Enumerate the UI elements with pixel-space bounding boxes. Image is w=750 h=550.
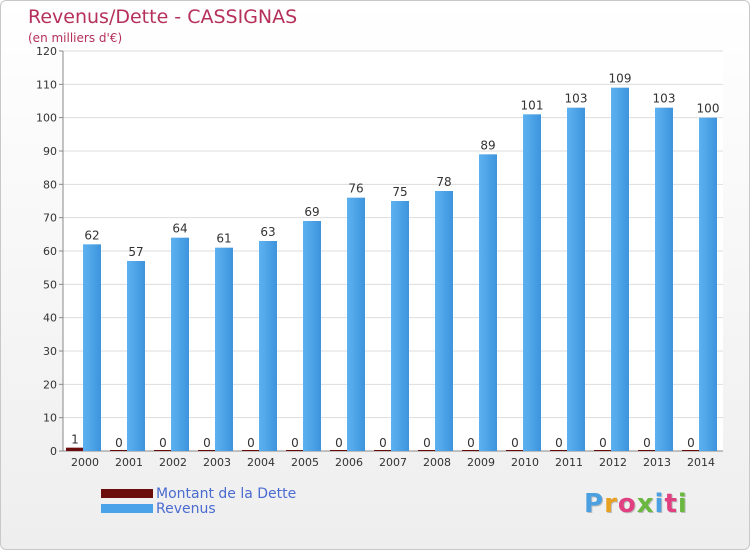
bar-dette <box>638 450 656 451</box>
bar-revenus <box>391 201 409 451</box>
x-tick-label: 2014 <box>687 456 715 469</box>
bar-dette <box>66 447 84 451</box>
bar-revenus <box>127 261 145 451</box>
data-label-dette: 0 <box>291 436 299 450</box>
data-label-revenus: 62 <box>84 228 99 242</box>
data-label-dette: 0 <box>247 436 255 450</box>
y-tick-label: 30 <box>43 345 57 358</box>
x-tick-label: 2009 <box>467 456 495 469</box>
bar-dette <box>330 450 348 451</box>
x-tick-label: 2013 <box>643 456 671 469</box>
bar-dette <box>154 450 172 451</box>
legend-swatch-revenus <box>101 504 153 513</box>
x-tick-label: 2008 <box>423 456 451 469</box>
x-tick-label: 2007 <box>379 456 407 469</box>
data-label-revenus: 101 <box>521 98 544 112</box>
x-tick-label: 2002 <box>159 456 187 469</box>
bar-dette <box>198 450 216 451</box>
data-label-dette: 0 <box>115 436 123 450</box>
data-label-revenus: 100 <box>697 102 720 116</box>
bar-revenus <box>523 114 541 451</box>
data-label-revenus: 78 <box>436 175 451 189</box>
proxiti-logo: Proxiti <box>584 489 688 519</box>
data-label-revenus: 75 <box>392 185 407 199</box>
x-tick-label: 2012 <box>599 456 627 469</box>
data-label-dette: 0 <box>203 436 211 450</box>
data-label-revenus: 109 <box>609 72 632 86</box>
bar-dette <box>462 450 480 451</box>
bar-dette <box>242 450 260 451</box>
x-tick-label: 2003 <box>203 456 231 469</box>
data-label-revenus: 69 <box>304 205 319 219</box>
y-tick-label: 70 <box>43 212 57 225</box>
bar-revenus <box>347 197 365 451</box>
data-label-revenus: 57 <box>128 245 143 259</box>
data-label-revenus: 76 <box>348 182 363 196</box>
bar-dette <box>506 450 524 451</box>
x-tick-label: 2010 <box>511 456 539 469</box>
legend-label-dette: Montant de la Dette <box>156 486 297 502</box>
x-tick-label: 2004 <box>247 456 275 469</box>
data-label-dette: 0 <box>467 436 475 450</box>
data-label-dette: 0 <box>643 436 651 450</box>
bar-revenus <box>479 154 497 452</box>
data-label-dette: 0 <box>423 436 431 450</box>
x-tick-label: 2000 <box>71 456 99 469</box>
bar-dette <box>286 450 304 451</box>
data-label-dette: 0 <box>159 436 167 450</box>
bar-revenus <box>171 237 189 451</box>
chart-subtitle: (en milliers d'€) <box>28 31 123 45</box>
bar-dette <box>594 450 612 451</box>
bar-revenus <box>259 241 277 451</box>
y-tick-label: 50 <box>43 278 57 291</box>
bar-revenus <box>435 191 453 451</box>
y-tick-label: 40 <box>43 312 57 325</box>
legend-label-revenus: Revenus <box>156 501 216 517</box>
y-tick-label: 10 <box>43 412 57 425</box>
data-label-dette: 0 <box>379 436 387 450</box>
data-label-dette: 0 <box>555 436 563 450</box>
bar-revenus <box>567 107 585 452</box>
data-label-revenus: 61 <box>216 232 231 246</box>
data-label-revenus: 103 <box>653 92 676 106</box>
bar-revenus <box>655 107 673 452</box>
bar-revenus <box>699 117 717 452</box>
data-label-dette: 0 <box>687 436 695 450</box>
y-tick-label: 120 <box>36 45 57 58</box>
y-tick-label: 20 <box>43 378 57 391</box>
bar-revenus <box>611 87 629 452</box>
y-tick-label: 110 <box>36 78 57 91</box>
data-label-revenus: 103 <box>565 92 588 106</box>
bar-revenus <box>83 244 101 451</box>
data-label-dette: 0 <box>511 436 519 450</box>
bar-revenus <box>303 221 321 451</box>
data-label-revenus: 64 <box>172 222 187 236</box>
data-label-dette: 0 <box>335 436 343 450</box>
y-tick-label: 0 <box>50 445 57 458</box>
bar-revenus <box>215 247 233 451</box>
x-tick-label: 2011 <box>555 456 583 469</box>
data-label-dette: 1 <box>71 433 79 447</box>
x-tick-label: 2001 <box>115 456 143 469</box>
y-tick-label: 100 <box>36 112 57 125</box>
y-tick-label: 60 <box>43 245 57 258</box>
data-label-revenus: 63 <box>260 225 275 239</box>
x-tick-label: 2006 <box>335 456 363 469</box>
legend-swatch-dette <box>101 489 153 498</box>
bar-dette <box>374 450 392 451</box>
bar-dette <box>418 450 436 451</box>
bar-dette <box>682 450 700 451</box>
data-label-dette: 0 <box>599 436 607 450</box>
y-tick-label: 80 <box>43 178 57 191</box>
bar-dette <box>550 450 568 451</box>
data-label-revenus: 89 <box>480 138 495 152</box>
bar-dette <box>110 450 128 451</box>
x-tick-label: 2005 <box>291 456 319 469</box>
chart-title: Revenus/Dette - CASSIGNAS <box>28 6 298 28</box>
y-tick-label: 90 <box>43 145 57 158</box>
